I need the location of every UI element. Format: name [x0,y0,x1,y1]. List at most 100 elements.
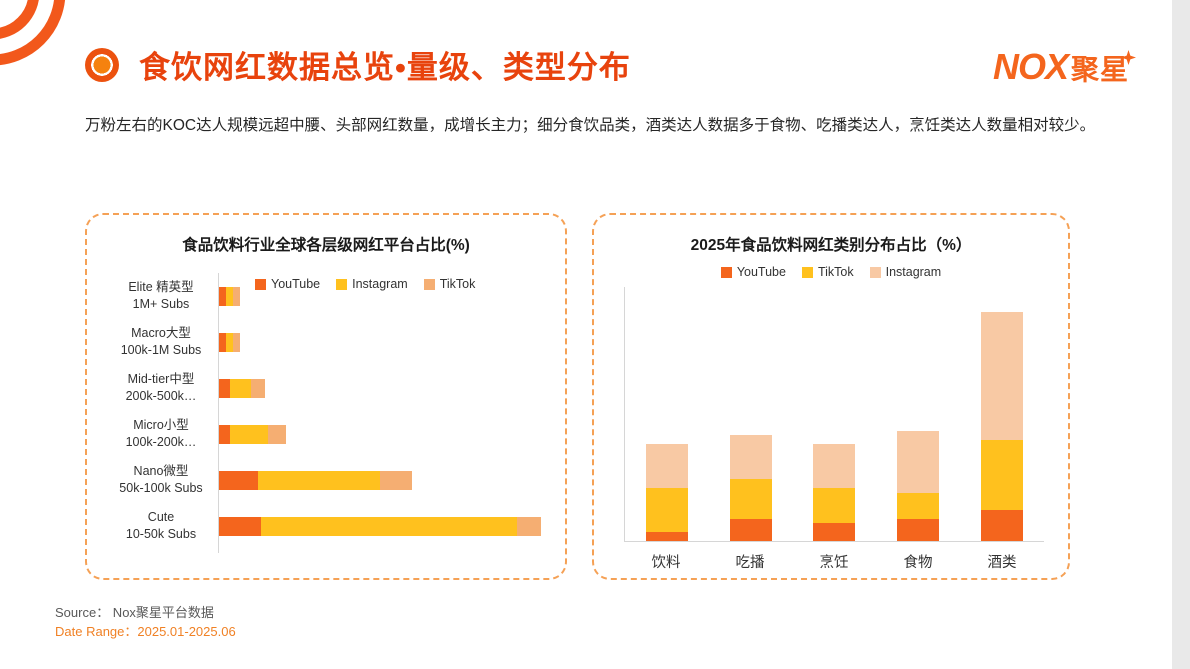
legend-label: Instagram [885,265,942,279]
vbar-column [635,444,699,541]
bar-segment-tiktok [981,439,1024,511]
right-chart-panel: 2025年食品饮料网红类别分布占比（%） YouTube TikTok Instag… [592,213,1070,580]
category-label: Micro小型 100k-200k… [125,417,197,450]
bar-segment-tiktok [380,470,412,490]
legend-label: YouTube [271,277,321,291]
category-label: Macro大型 100k-1M Subs [120,325,202,358]
vbar-plot [624,287,1044,542]
legend-item-instagram: Instagram [336,277,408,291]
source-text: Source： Nox聚星平台数据 [55,605,214,620]
bar-segment-tiktok [233,332,240,352]
legend-label: TikTok [817,265,854,279]
category-label: 酒类 [987,555,1017,571]
bar-segment-tiktok [645,488,688,533]
hbar-row: Nano微型 50k-100k Subs [105,457,541,503]
bar-segment-youtube [219,424,230,444]
right-legend: YouTube TikTok Instagram [618,265,1044,279]
category-label: 烹饪 [819,555,849,571]
vbar-column [719,435,783,541]
stacked-bar [219,516,541,536]
bar-segment-instagram [729,435,772,480]
category-label: Nano微型 50k-100k Subs [119,463,203,496]
hbar-row: Elite 精英型 1M+ Subs [105,273,541,319]
legend-swatch-icon [336,278,348,290]
stacked-bar [219,470,412,490]
stacked-bar [897,431,940,541]
bar-segment-youtube [219,332,226,352]
logo-text-cn: 聚星 [1070,54,1129,85]
title-bullet-icon [85,47,119,82]
hbar-rows: Elite 精英型 1M+ Subs Macro大型 100k-1M Subs Mid-… [105,273,541,549]
stacked-bar [219,286,240,306]
stacked-bar [219,378,265,398]
bar-segment-instagram [261,516,517,536]
left-chart-panel: 食品饮料行业全球各层级网红平台占比(%) YouTube Instagram Tik… [85,213,567,580]
hbar-row: Mid-tier中型 200k-500k… [105,365,541,411]
stacked-bar [645,444,688,541]
stacked-bar [219,424,286,444]
category-label: 食物 [903,555,933,571]
bar-segment-tiktok [233,286,240,306]
description-text: 万粉左右的KOC达人规模远超中腰、头部网红数量，成增长主力；细分食饮品类，酒类达… [85,117,1096,134]
bar-segment-tiktok [729,479,772,519]
date-range-text: Date Range：2025.01-2025.06 [55,623,236,639]
bar-segment-youtube [219,470,258,490]
bar-segment-youtube [729,519,772,541]
corner-rings-decoration [0,0,66,66]
hbar-row: Cute 10-50k Subs [105,503,541,549]
hbar-row: Macro大型 100k-1M Subs [105,319,541,365]
left-chart-y-axis [218,273,219,553]
category-label: Elite 精英型 1M+ Subs [128,279,194,312]
bar-segment-tiktok [268,424,286,444]
legend-item-youtube: YouTube [255,277,320,291]
bar-segment-youtube [981,510,1024,541]
bar-segment-tiktok [813,488,856,524]
star-icon [1121,50,1136,65]
bar-segment-instagram [645,444,688,489]
vbar-column [802,444,866,541]
legend-item-tiktok: TikTok [801,265,854,279]
page-title: 食饮网红数据总览•量级、类型分布 [139,50,631,85]
vbar-labels: 饮料 吃播 烹饪 食物 酒类 [624,551,1044,572]
bar-segment-youtube [897,519,940,541]
stacked-bar [813,444,856,541]
bar-segment-youtube [645,532,688,541]
category-label: Mid-tier中型 200k-500k… [125,371,197,404]
header: 食饮网红数据总览•量级、类型分布 [85,42,631,87]
bar-segment-youtube [219,378,230,398]
footer: Source： Nox聚星平台数据 Date Range：2025.01-202… [55,604,236,642]
left-legend: YouTube Instagram TikTok [255,277,475,291]
right-chart-title: 2025年食品饮料网红类别分布占比（%） [690,237,972,254]
bar-segment-tiktok [250,378,265,398]
category-label: 吃播 [735,555,765,571]
bar-segment-youtube [219,516,261,536]
legend-swatch-icon [869,266,881,278]
bar-segment-tiktok [897,492,940,519]
legend-swatch-icon [801,266,813,278]
legend-label: TikTok [439,277,476,291]
stacked-bar [219,332,240,352]
legend-swatch-icon [423,278,435,290]
bar-segment-youtube [813,523,856,541]
right-edge-strip [1172,0,1190,669]
hbar-row: Micro小型 100k-200k… [105,411,541,457]
bar-segment-youtube [219,286,226,306]
category-label: 饮料 [651,555,681,571]
bar-segment-instagram [981,312,1024,440]
stacked-bar [729,435,772,541]
nox-logo: NOX 聚星 [993,46,1144,88]
stacked-bar [981,312,1024,541]
category-label: Cute 10-50k Subs [125,509,197,542]
left-chart-title: 食品饮料行业全球各层级网红平台占比(%) [182,237,470,254]
bar-segment-instagram [813,444,856,489]
legend-item-instagram: Instagram [869,265,942,279]
legend-label: Instagram [352,277,408,291]
bar-segment-instagram [229,378,251,398]
legend-item-youtube: YouTube [720,265,786,279]
logo-text-nox: NOX [992,46,1069,87]
bar-segment-instagram [226,332,233,352]
bar-segment-instagram [226,286,233,306]
legend-item-tiktok: TikTok [423,277,476,291]
legend-swatch-icon [255,278,266,290]
